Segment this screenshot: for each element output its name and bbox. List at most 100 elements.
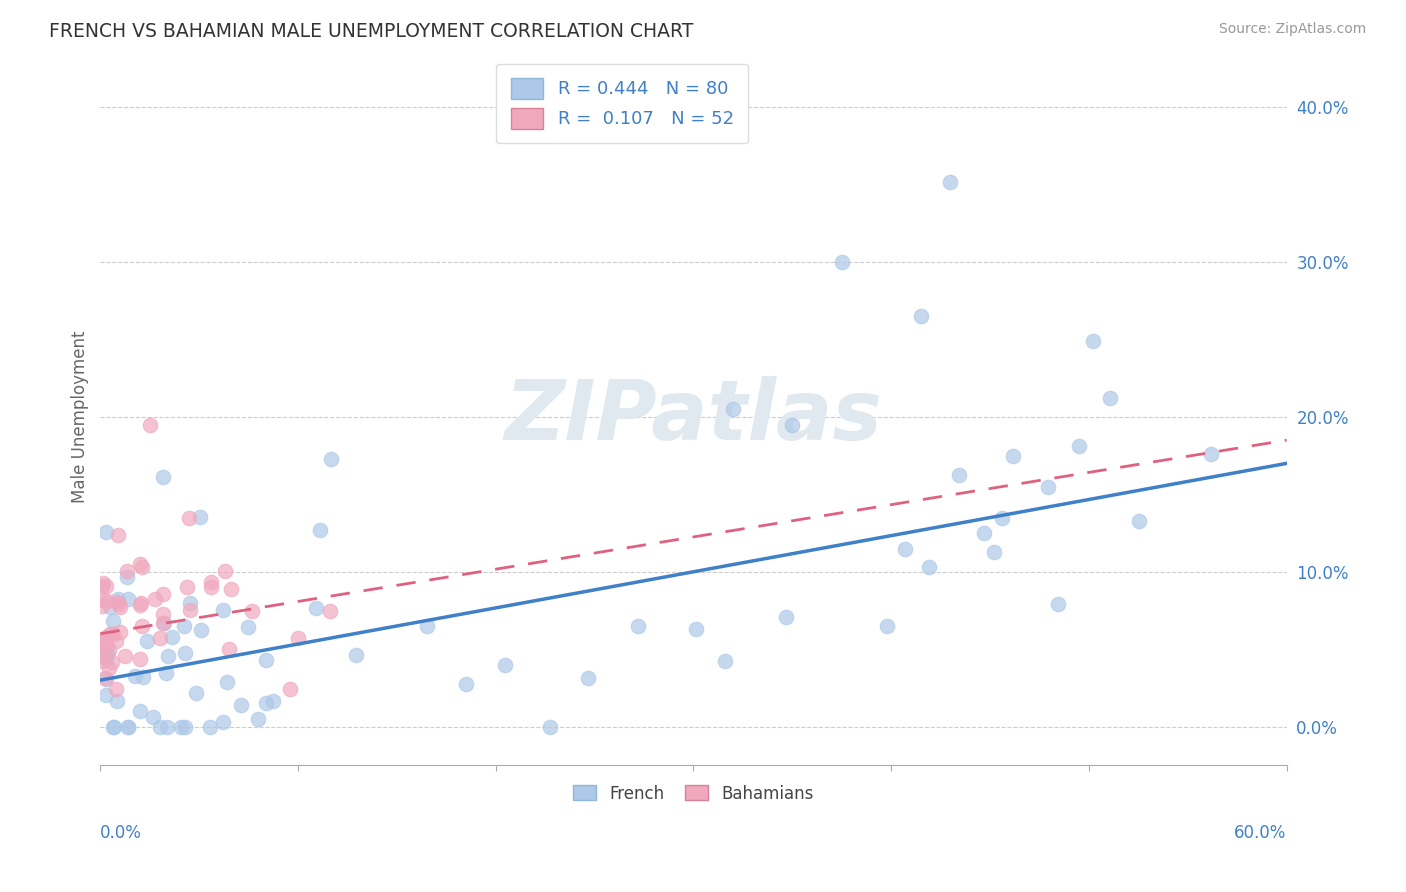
Point	[179, 596, 201, 610]
Point	[1002, 449, 1025, 463]
Point	[117, 720, 139, 734]
Point	[211, 714, 233, 729]
Point	[129, 598, 152, 612]
Point	[131, 619, 153, 633]
Text: Source: ZipAtlas.com: Source: ZipAtlas.com	[1219, 22, 1367, 37]
Point	[91, 653, 114, 667]
Point	[96, 647, 118, 661]
Point	[1067, 439, 1090, 453]
Point	[128, 557, 150, 571]
Point	[97, 643, 120, 657]
Point	[1038, 480, 1060, 494]
Point	[152, 616, 174, 631]
Point	[1083, 334, 1105, 348]
Point	[117, 591, 139, 606]
Point	[219, 582, 242, 596]
Point	[105, 633, 128, 648]
Point	[108, 624, 131, 639]
Point	[115, 570, 138, 584]
Point	[346, 648, 368, 662]
Point	[96, 672, 118, 686]
Point	[132, 669, 155, 683]
Point	[190, 624, 212, 638]
Point	[991, 510, 1014, 524]
Point	[254, 652, 277, 666]
Point	[97, 661, 120, 675]
Point	[96, 643, 118, 657]
Point	[1199, 447, 1222, 461]
Point	[305, 601, 328, 615]
Point	[152, 587, 174, 601]
Point	[91, 593, 114, 607]
Point	[98, 626, 121, 640]
Point	[190, 509, 212, 524]
Point	[910, 310, 932, 324]
Point	[229, 698, 252, 712]
Point	[101, 655, 124, 669]
Point	[107, 591, 129, 606]
Point	[179, 510, 201, 524]
Point	[143, 592, 166, 607]
Point	[131, 560, 153, 574]
Point	[152, 470, 174, 484]
Point	[578, 671, 600, 685]
Point	[983, 544, 1005, 558]
Point	[94, 630, 117, 644]
Point	[238, 620, 260, 634]
Point	[176, 580, 198, 594]
Text: 60.0%: 60.0%	[1234, 824, 1286, 842]
Point	[1128, 514, 1150, 528]
Point	[179, 603, 201, 617]
Point	[155, 666, 177, 681]
Y-axis label: Male Unemployment: Male Unemployment	[72, 331, 89, 503]
Point	[174, 646, 197, 660]
Text: FRENCH VS BAHAMIAN MALE UNEMPLOYMENT CORRELATION CHART: FRENCH VS BAHAMIAN MALE UNEMPLOYMENT COR…	[49, 22, 693, 41]
Point	[115, 564, 138, 578]
Point	[135, 633, 157, 648]
Point	[212, 603, 235, 617]
Point	[128, 652, 150, 666]
Point	[200, 574, 222, 589]
Point	[538, 720, 561, 734]
Point	[91, 634, 114, 648]
Point	[105, 694, 128, 708]
Point	[149, 631, 172, 645]
Point	[152, 607, 174, 622]
Point	[96, 688, 118, 702]
Point	[91, 648, 114, 663]
Point	[101, 720, 124, 734]
Point	[214, 564, 236, 578]
Point	[91, 638, 114, 652]
Point	[114, 648, 136, 663]
Point	[218, 642, 240, 657]
Point	[94, 637, 117, 651]
Point	[103, 720, 125, 734]
Text: ZIPatlas: ZIPatlas	[505, 376, 883, 458]
Point	[278, 681, 301, 696]
Point	[308, 524, 330, 538]
Point	[96, 652, 118, 666]
Point	[96, 594, 118, 608]
Point	[93, 671, 115, 685]
Point	[287, 632, 309, 646]
Point	[775, 609, 797, 624]
Point	[200, 580, 222, 594]
Point	[173, 720, 195, 734]
Point	[108, 597, 131, 611]
Point	[91, 599, 114, 613]
Point	[129, 704, 152, 718]
Point	[96, 525, 118, 540]
Point	[948, 468, 970, 483]
Point	[240, 604, 263, 618]
Point	[103, 614, 125, 628]
Legend: French, Bahamians: French, Bahamians	[567, 778, 821, 809]
Point	[626, 619, 648, 633]
Point	[129, 596, 152, 610]
Point	[247, 712, 270, 726]
Point	[105, 595, 128, 609]
Point	[96, 578, 118, 592]
Point	[91, 579, 114, 593]
Point	[104, 682, 127, 697]
Point	[319, 451, 342, 466]
Point	[685, 622, 707, 636]
